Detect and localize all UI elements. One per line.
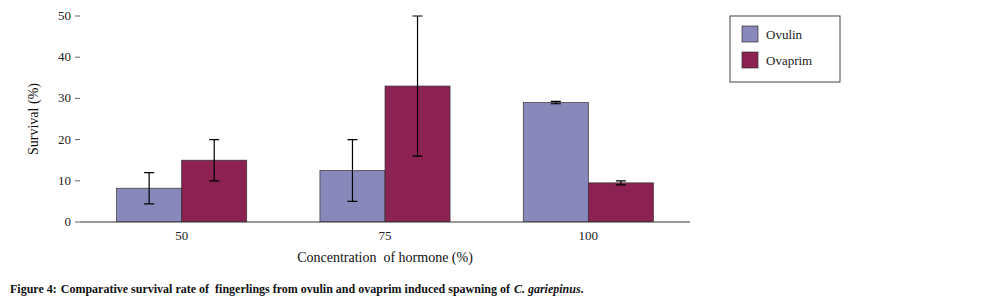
y-tick-label: 50: [58, 8, 71, 23]
caption: Figure 4: Comparative survival rate of fi…: [10, 282, 584, 296]
y-tick: [75, 16, 80, 17]
plot-area: [117, 86, 654, 222]
y-axis-label: Survival (%): [26, 83, 42, 155]
y-tick-label: 30: [58, 90, 71, 105]
y-tick-label: 40: [58, 49, 71, 64]
legend-frame: [730, 16, 840, 82]
error-bar: [616, 181, 626, 185]
caption-part: Figure 4:: [10, 282, 57, 296]
x-axis-line: [80, 222, 690, 223]
y-tick-label: 0: [65, 214, 72, 229]
legend-label: Ovaprim: [766, 53, 812, 68]
legend-swatch: [742, 52, 758, 68]
x-tick-label: 75: [379, 228, 392, 243]
y-tick: [75, 139, 80, 140]
error-bar: [413, 16, 423, 156]
y-tick-label: 10: [58, 173, 71, 188]
y-tick: [75, 98, 80, 99]
bar: [523, 103, 588, 222]
y-tick: [75, 180, 80, 181]
caption-part: C. gariepinus: [514, 282, 581, 296]
caption-part: Comparative survival rate of fingerlings…: [61, 282, 511, 296]
error-bar: [144, 173, 154, 204]
x-tick-label: 50: [175, 228, 188, 243]
legend-swatch: [742, 26, 758, 42]
legend-label: Ovulin: [766, 27, 803, 42]
y-tick: [75, 57, 80, 58]
caption-part: .: [581, 282, 584, 296]
chart-container: 0 10 20 30 40 50 50 75 100 Concentration of hormo…: [0, 0, 994, 307]
error-bar: [209, 140, 219, 181]
error-bar: [347, 140, 357, 202]
legend: Ovulin Ovaprim: [730, 16, 840, 82]
bar: [588, 183, 653, 222]
x-tick-label: 100: [579, 228, 599, 243]
y-tick-label: 20: [58, 132, 71, 147]
chart-svg: 0 10 20 30 40 50 50 75 100 Concentration of hormo…: [0, 0, 994, 307]
x-axis-label: Concentration of hormone (%): [297, 250, 473, 266]
error-bars: [144, 16, 626, 204]
y-tick: [75, 222, 80, 223]
error-bar: [551, 101, 561, 103]
